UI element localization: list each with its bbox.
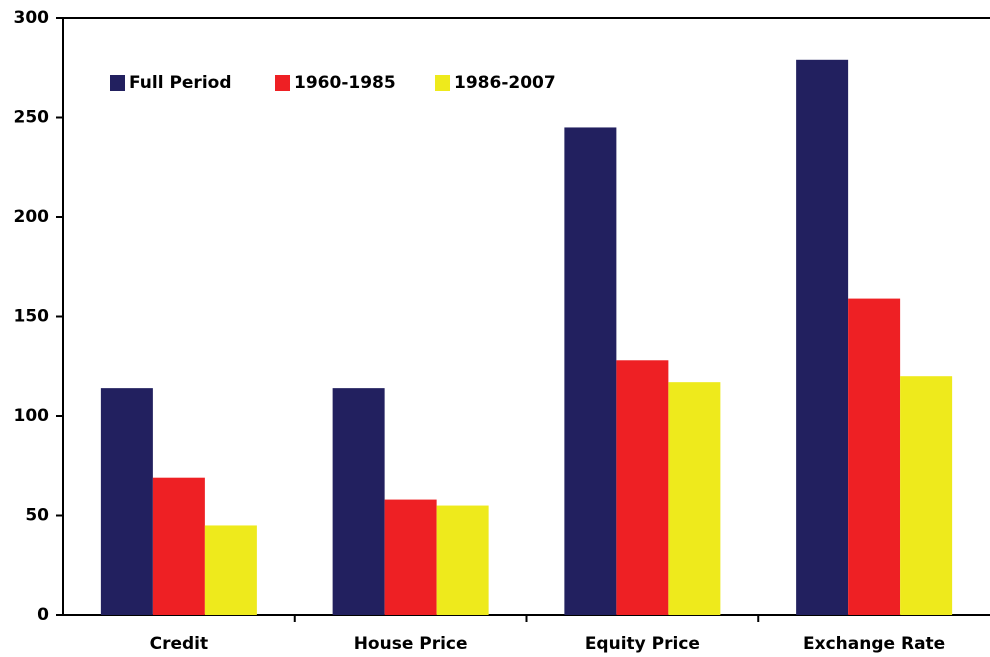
- y-tick-label: 300: [14, 8, 50, 28]
- legend-swatch: [110, 75, 125, 91]
- bar: [204, 525, 257, 615]
- y-tick-label: 50: [25, 506, 49, 526]
- bar: [332, 388, 385, 615]
- bar: [616, 360, 669, 615]
- y-tick-label: 200: [14, 207, 50, 227]
- y-tick-label: 0: [37, 605, 49, 625]
- x-tick-label: Exchange Rate: [803, 634, 945, 654]
- y-tick-label: 250: [14, 108, 50, 128]
- bar: [152, 477, 205, 615]
- y-tick-label: 150: [14, 307, 50, 327]
- x-tick-label: Credit: [150, 634, 209, 654]
- x-tick-label: Equity Price: [585, 634, 700, 654]
- y-tick-label: 100: [14, 406, 50, 426]
- bar: [900, 376, 953, 615]
- legend-label: Full Period: [129, 73, 232, 93]
- legend-swatch: [275, 75, 290, 91]
- bar: [384, 499, 437, 615]
- legend-label: 1986-2007: [454, 73, 556, 93]
- legend-swatch: [435, 75, 450, 91]
- bar: [796, 59, 849, 616]
- x-tick-label: House Price: [354, 634, 468, 654]
- bar: [668, 382, 721, 615]
- bar: [436, 505, 489, 615]
- legend-label: 1960-1985: [294, 73, 396, 93]
- bar: [848, 298, 901, 615]
- bar: [564, 127, 617, 615]
- bar: [100, 388, 153, 615]
